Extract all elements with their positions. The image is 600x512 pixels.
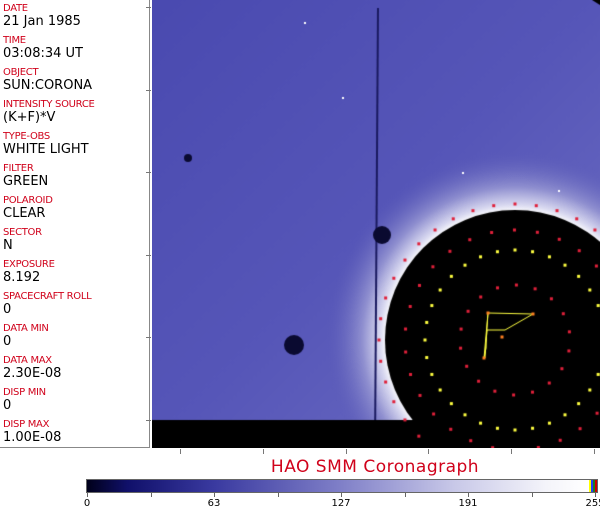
field-value: 0 [3, 334, 12, 349]
field-label: DATE [3, 3, 28, 14]
colorbar-tick-label: 191 [458, 498, 478, 509]
field-object: OBJECT SUN:CORONA [3, 67, 92, 93]
field-label: TIME [3, 35, 26, 46]
field-label: POLAROID [3, 195, 53, 206]
colorbar-overlay-colors [589, 480, 597, 492]
field-data-min: DATA MIN 0 [3, 323, 49, 349]
field-value: WHITE LIGHT [3, 142, 89, 157]
field-label: OBJECT [3, 67, 39, 78]
colorbar-tick [404, 492, 406, 497]
axis-tick [511, 449, 512, 454]
field-label: DISP MAX [3, 419, 50, 430]
metadata-panel: DATE 21 Jan 1985 TIME 03:08:34 UT OBJECT SUN:… [0, 0, 150, 448]
axis-tick [346, 449, 347, 454]
colorbar-tick-label: 63 [207, 498, 221, 509]
field-polaroid: POLAROID CLEAR [3, 195, 53, 221]
field-value: 8.192 [3, 270, 41, 285]
axis-tick [594, 449, 595, 454]
field-value: 03:08:34 UT [3, 46, 83, 61]
field-disp-max: DISP MAX 1.00E-08 [3, 419, 61, 445]
axis-tick [146, 172, 151, 173]
colorbar-tick [341, 492, 342, 497]
field-value: (K+F)*V [3, 110, 56, 125]
field-label: EXPOSURE [3, 259, 55, 270]
colorbar-tick [468, 492, 469, 497]
field-value: 0 [3, 302, 12, 317]
colorbar-tick-label: 255 [585, 498, 600, 509]
field-value: GREEN [3, 174, 49, 189]
field-label: DISP MIN [3, 387, 46, 398]
field-type-obs: TYPE-OBS WHITE LIGHT [3, 131, 89, 157]
field-intensity-source: INTENSITY SOURCE (K+F)*V [3, 99, 95, 125]
axis-tick [146, 255, 151, 256]
coronagraph-image[interactable] [152, 0, 600, 448]
colorbar-tick-label: 0 [83, 498, 91, 509]
field-value: N [3, 238, 13, 253]
field-label: INTENSITY SOURCE [3, 99, 95, 110]
axis-tick [263, 449, 264, 454]
axis-tick [146, 337, 151, 338]
colorbar-tick [150, 492, 152, 497]
field-label: FILTER [3, 163, 34, 174]
field-date: DATE 21 Jan 1985 [3, 3, 81, 29]
axis-tick [146, 420, 151, 421]
field-value: 21 Jan 1985 [3, 14, 81, 29]
colorbar-tick [595, 492, 596, 497]
field-time: TIME 03:08:34 UT [3, 35, 83, 61]
field-label: SECTOR [3, 227, 42, 238]
field-value: CLEAR [3, 206, 46, 221]
field-spacecraft-roll: SPACECRAFT ROLL 0 [3, 291, 92, 317]
colorbar [86, 479, 598, 493]
axis-tick [428, 449, 429, 454]
colorbar-tick [531, 492, 533, 497]
field-value: 1.00E-08 [3, 430, 62, 445]
colorbar-tick-label: 127 [331, 498, 351, 509]
field-value: SUN:CORONA [3, 78, 93, 93]
field-label: TYPE-OBS [3, 131, 50, 142]
field-label: DATA MIN [3, 323, 49, 334]
field-value: 2.30E-08 [3, 366, 62, 381]
field-data-max: DATA MAX 2.30E-08 [3, 355, 61, 381]
colorbar-tick [214, 492, 215, 497]
field-disp-min: DISP MIN 0 [3, 387, 46, 413]
image-title: HAO SMM Coronagraph [270, 457, 480, 477]
field-sector: SECTOR N [3, 227, 42, 253]
axis-tick [146, 90, 151, 91]
field-label: DATA MAX [3, 355, 52, 366]
axis-tick [180, 449, 181, 454]
axis-tick [146, 7, 151, 8]
colorbar-tick [277, 492, 279, 497]
field-label: SPACECRAFT ROLL [3, 291, 92, 302]
colorbar-tick [87, 492, 88, 497]
field-filter: FILTER GREEN [3, 163, 48, 189]
field-value: 0 [3, 398, 12, 413]
field-exposure: EXPOSURE 8.192 [3, 259, 55, 285]
